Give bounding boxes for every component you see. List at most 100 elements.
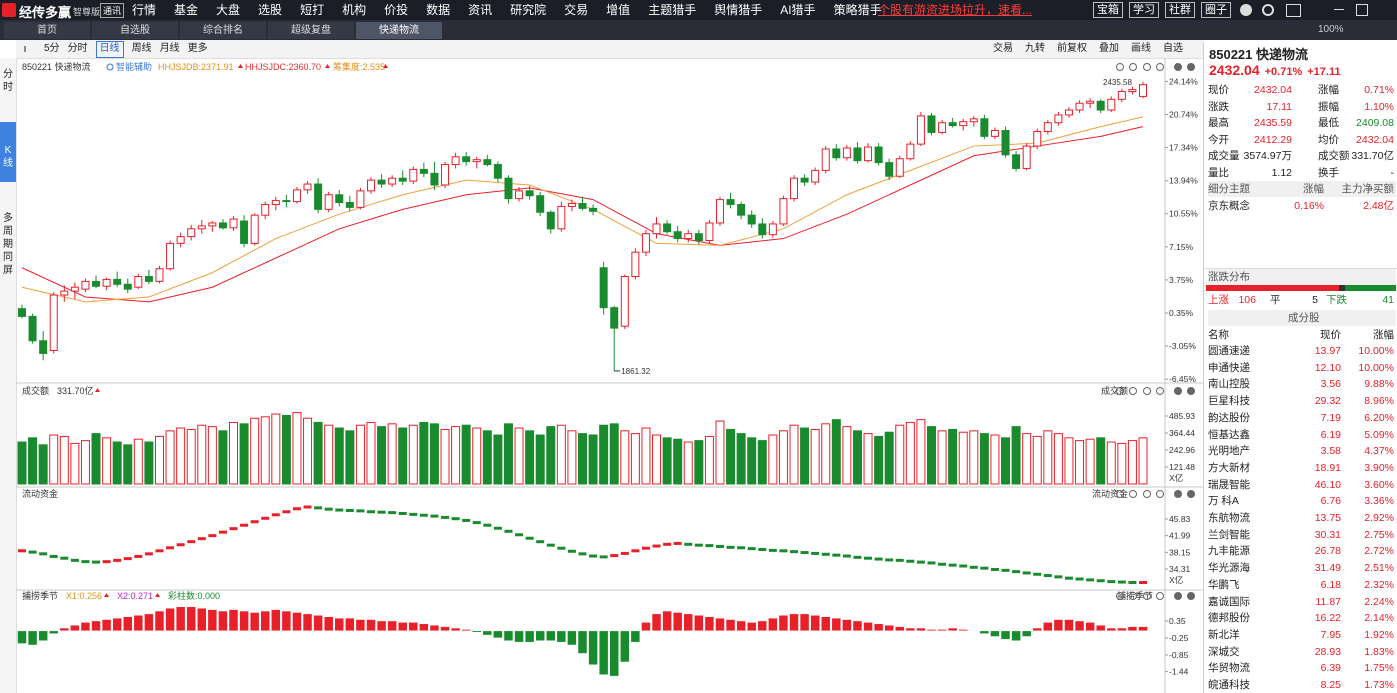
panel-cell: 瑞晟智能 [1208,478,1250,491]
menu-item[interactable]: 策略猎手 [833,3,882,17]
menu-item[interactable]: 交易 [564,3,589,17]
panel-cell: 2.92% [1364,512,1394,524]
candle-body [821,148,830,171]
side-tab[interactable]: 分时 [3,69,13,93]
panel-icon[interactable] [1116,592,1124,600]
flow-mark [18,549,26,553]
menu-item[interactable]: 数据 [426,3,451,17]
flow-mark [208,534,217,538]
marquee[interactable]: 个股有游资进场拉升，速看... [878,3,1033,17]
panel-icon[interactable] [1187,490,1195,498]
panel-icon[interactable] [1156,387,1164,395]
volume-bar [197,424,207,485]
tool-button[interactable]: 前复权 [1057,43,1087,54]
volume-bar [715,420,725,485]
panel-cell: 涨跌 [1208,100,1229,113]
panel-cell: 最高 [1208,117,1229,129]
menu-item[interactable]: 舆情猎手 [714,3,763,17]
candle-body [70,286,79,292]
panel-icon[interactable] [1143,387,1151,395]
period-button[interactable]: 月线 [159,43,180,54]
tab[interactable]: 快递物流 [356,22,442,39]
flow-mark [1139,580,1147,584]
menu-item[interactable]: 短打 [300,3,325,17]
minimize[interactable] [1334,9,1344,10]
badge: 通讯 [100,3,125,18]
panel-icon[interactable] [1143,63,1151,71]
histogram-bar [704,616,715,632]
menu-item[interactable]: 价投 [384,3,409,17]
side-tab[interactable]: 多周期同屏 [3,213,13,276]
tab[interactable]: 自选股 [92,22,178,39]
tab[interactable]: 综合排名 [180,22,266,39]
tool-button[interactable]: 九转 [1025,43,1045,54]
tool-button[interactable]: 叠加 [1099,43,1119,54]
volume-bar [969,430,979,485]
volume-bar [747,437,757,485]
top-button[interactable]: 学习 [1129,2,1159,18]
window-icon[interactable] [1286,4,1301,17]
assist-icon [106,63,114,71]
top-button[interactable]: 宝箱 [1093,2,1123,18]
menu-item[interactable]: AI猎手 [780,3,816,17]
menu-item[interactable]: 选股 [258,3,283,17]
histogram-bar [239,610,249,632]
panel-icon[interactable] [1116,387,1124,395]
top-button[interactable]: 圈子 [1201,2,1231,18]
panel-icon[interactable] [1174,387,1182,395]
tool-button[interactable]: 自选 [1163,43,1183,54]
volume-bar [514,427,524,485]
panel-icon[interactable] [1156,63,1164,71]
panel-icon[interactable] [1156,592,1164,600]
volume-bar [842,426,852,485]
panel-icon[interactable] [1187,63,1195,71]
panel-icon[interactable] [1143,490,1151,498]
menu-item[interactable]: 行情 [132,3,157,17]
panel-icon[interactable] [1174,63,1182,71]
panel-icon[interactable] [1156,490,1164,498]
panel-cell: 上涨 [1208,294,1229,306]
volume-bar [895,424,905,485]
histogram-bar [271,609,281,632]
panel-icon[interactable] [1116,490,1124,498]
period-button[interactable]: 日线 [95,41,124,58]
flow-mark [303,505,312,509]
tool-button[interactable]: 画线 [1131,43,1151,54]
settings-icon[interactable] [1262,4,1274,16]
panel-icon[interactable] [1129,387,1137,395]
candle-body [250,214,259,244]
period-button[interactable]: 分时 [67,43,88,54]
candle-body [123,283,132,290]
period-button[interactable]: 更多 [187,43,208,54]
top-button[interactable]: 社群 [1165,2,1195,18]
maximize[interactable] [1356,4,1368,16]
menu-item[interactable]: 大盘 [216,3,241,17]
top-bar: 经传多赢 智尊版 通讯 行情 基金 大盘 选股 短打 机构 价投 数据 资讯 研究院 交易 增值 主题猎… [0,0,1397,20]
tool-button[interactable]: 交易 [993,43,1013,54]
period-button[interactable]: 周线 [131,43,152,54]
panel-icon[interactable] [1129,63,1137,71]
histogram-bar [1085,622,1095,632]
menu-item[interactable]: 研究院 [510,3,547,17]
flow-mark [938,562,947,566]
user-icon[interactable] [1240,4,1252,16]
panel-icon[interactable] [1116,63,1124,71]
panel-icon[interactable] [1129,592,1137,600]
panel-icon[interactable] [1174,592,1182,600]
panel-icon[interactable] [1129,490,1137,498]
menu-item[interactable]: 增值 [606,3,631,17]
period-button[interactable]: 5分 [44,43,60,54]
panel-icon[interactable] [1143,592,1151,600]
menu-item[interactable]: 主题猎手 [648,3,697,17]
panel-row: 瑞晟智能 46.10 3.60% [1208,477,1396,493]
panel-icon[interactable] [1187,387,1195,395]
flow-mark [92,560,101,564]
panel-icon[interactable] [1187,592,1195,600]
menu-item[interactable]: 资讯 [468,3,493,17]
tab[interactable]: 首页 [4,22,90,39]
panel-icon[interactable] [1174,490,1182,498]
menu-item[interactable]: 机构 [342,3,367,17]
tab[interactable]: 超级复盘 [268,22,354,39]
menu-item[interactable]: 基金 [174,3,199,17]
side-tab[interactable]: K线 [0,122,16,182]
